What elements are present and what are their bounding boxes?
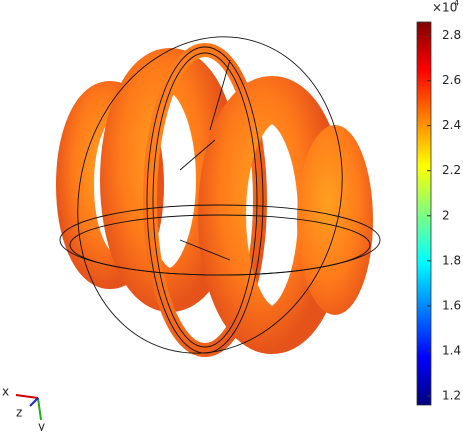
colorbar-tick-label: 1.4 <box>442 343 461 357</box>
torus <box>143 43 267 357</box>
colorbar-tick-label: 1.2 <box>442 388 461 402</box>
colorbar-tick-label: 1.6 <box>442 298 461 312</box>
colorbar-multiplier: ×10 <box>432 1 457 15</box>
x-axis-label: x <box>2 385 9 399</box>
y-arrow <box>37 397 42 421</box>
colorbar <box>416 21 432 406</box>
colorbar-tick-label: 2.8 <box>442 28 461 42</box>
plot-surface <box>56 36 381 357</box>
axis-triad: x y z <box>2 385 45 434</box>
z-axis-label: z <box>16 406 22 420</box>
colorbar-tick-label: 1.8 <box>442 253 461 267</box>
torus <box>297 125 373 315</box>
colorbar-tick-label: 2 <box>442 208 450 222</box>
colorbar-exponent: 4 <box>454 0 459 8</box>
y-axis-label: y <box>38 420 45 432</box>
z-arrow <box>29 397 39 407</box>
x-arrow <box>15 394 39 399</box>
wireframe <box>59 36 381 354</box>
colorbar-tick-label: 2.2 <box>442 163 461 177</box>
colorbar-tick-label: 2.6 <box>442 73 461 87</box>
colorbar-tick-label: 2.4 <box>442 118 461 132</box>
